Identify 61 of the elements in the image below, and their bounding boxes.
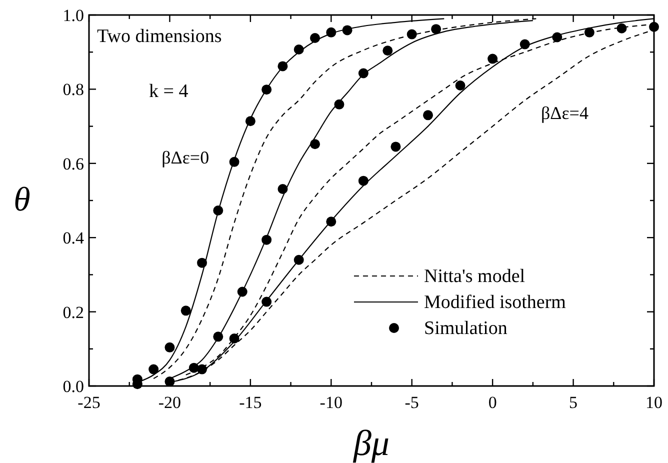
x-tick-label: 5: [569, 393, 578, 412]
point: [520, 39, 530, 50]
y-tick-label: 0.8: [62, 80, 84, 100]
point: [552, 32, 562, 42]
annotation: βΔε=4: [541, 102, 588, 123]
point: [342, 25, 352, 36]
point: [229, 334, 240, 344]
point: [294, 254, 304, 265]
point: [262, 296, 272, 307]
x-axis-title: βμ: [352, 423, 390, 463]
point: [245, 116, 256, 126]
point: [278, 184, 288, 194]
point: [197, 258, 207, 268]
annotation: Two dimensions: [97, 26, 222, 47]
point: [358, 176, 368, 186]
point: [382, 46, 393, 56]
x-tick-label: 10: [646, 393, 662, 412]
y-tick-label: 0.6: [62, 154, 84, 174]
legend-label: Nitta's model: [424, 266, 526, 287]
point: [188, 362, 199, 373]
point: [229, 156, 240, 167]
point: [488, 54, 498, 64]
legend-label: Modified isotherm: [424, 292, 566, 313]
point: [584, 27, 594, 38]
point: [310, 139, 320, 150]
point: [310, 33, 320, 43]
point: [237, 286, 248, 297]
annotation: k = 4: [149, 81, 189, 102]
point: [164, 342, 175, 352]
point: [431, 24, 442, 34]
point: [262, 84, 272, 95]
point: [423, 110, 433, 120]
point: [326, 27, 336, 38]
x-tick-label: -20: [158, 393, 182, 412]
point: [180, 306, 191, 316]
point: [390, 142, 401, 152]
x-tick-label: -15: [239, 393, 262, 412]
point: [148, 364, 159, 374]
x-tick-label: 0: [488, 393, 497, 412]
y-tick-label: 0.0: [62, 377, 84, 396]
point: [455, 80, 466, 90]
point: [278, 61, 288, 72]
point: [213, 332, 224, 342]
y-tick-label: 0.4: [62, 228, 84, 248]
point: [262, 234, 272, 245]
point: [616, 23, 627, 34]
y-tick-label: 0.2: [62, 302, 84, 322]
legend-label: Simulation: [424, 318, 508, 339]
x-tick-label: -25: [78, 393, 100, 412]
y-tick-label: 1.0: [62, 6, 84, 25]
point: [213, 206, 224, 216]
point: [197, 364, 207, 374]
point: [406, 29, 417, 40]
y-axis-title: θ: [14, 182, 30, 218]
point: [326, 216, 336, 227]
point: [358, 68, 368, 78]
annotation: βΔε=0: [162, 147, 210, 168]
x-tick-label: -10: [320, 393, 342, 412]
point: [334, 99, 344, 110]
point: [294, 44, 304, 55]
x-tick-label: -5: [404, 393, 419, 412]
